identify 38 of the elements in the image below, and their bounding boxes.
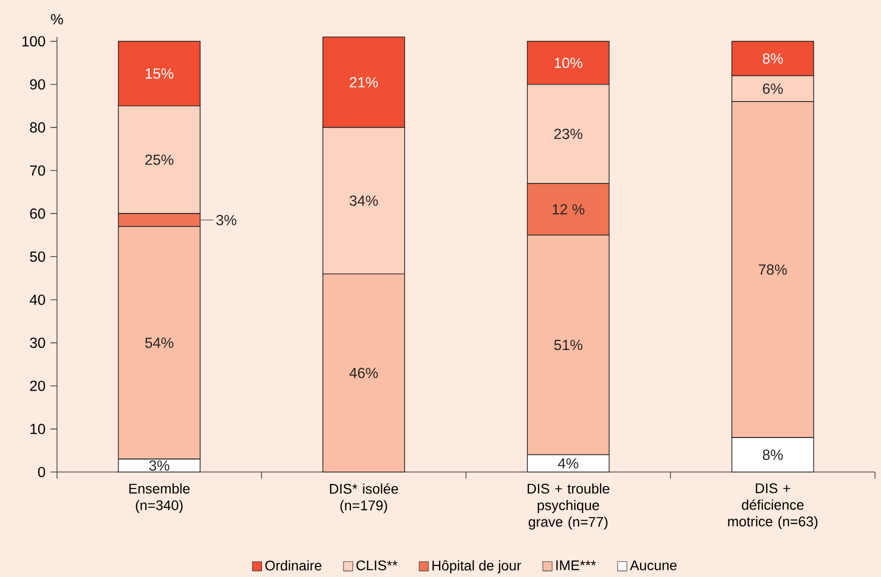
- y-tick-label: 10: [30, 424, 46, 434]
- y-tick-label: 90: [30, 79, 46, 90]
- data-label: 3%: [216, 214, 236, 226]
- legend-label: CLIS**: [356, 560, 398, 570]
- data-label: 25%: [145, 154, 174, 165]
- data-label: 21%: [350, 77, 378, 88]
- y-tick-label: 70: [30, 165, 46, 176]
- data-label: 12 %: [552, 204, 584, 214]
- data-label: 51%: [554, 340, 582, 350]
- x-tick-label: DIS + déficience motrice (n=63): [728, 483, 818, 530]
- y-tick-label: 0: [38, 466, 46, 478]
- x-tick-label: DIS + trouble psychique grave (n=77): [528, 483, 610, 530]
- x-tick-label: DIS* isolée (n=179): [330, 483, 398, 514]
- y-tick-label: 60: [30, 208, 46, 219]
- data-label: 23%: [554, 128, 582, 140]
- legend-label: IME***: [556, 560, 596, 570]
- y-axis-title: %: [51, 14, 63, 24]
- y-tick-label: 80: [30, 122, 46, 133]
- x-tick-label: Ensemble (n=340): [129, 483, 190, 513]
- y-tick-label: 20: [30, 380, 46, 392]
- data-label: 3%: [149, 460, 170, 471]
- data-label: 78%: [758, 264, 787, 275]
- data-label: 8%: [762, 53, 783, 64]
- data-label: 15%: [146, 68, 174, 79]
- y-tick-label: 50: [30, 251, 46, 262]
- legend-label: Hôpital de jour: [432, 560, 522, 574]
- data-label: 46%: [349, 368, 378, 378]
- data-label: 34%: [350, 196, 378, 206]
- data-label: 10%: [554, 58, 582, 68]
- data-label: 54%: [145, 338, 174, 348]
- data-label: 8%: [762, 450, 783, 460]
- data-label: 4%: [558, 458, 578, 468]
- y-tick-label: 100: [22, 36, 46, 46]
- legend-label: Aucune: [630, 560, 677, 570]
- y-tick-label: 30: [30, 338, 46, 348]
- legend-label: Ordinaire: [265, 560, 322, 571]
- y-tick-label: 40: [30, 294, 46, 305]
- data-label: 6%: [762, 84, 783, 94]
